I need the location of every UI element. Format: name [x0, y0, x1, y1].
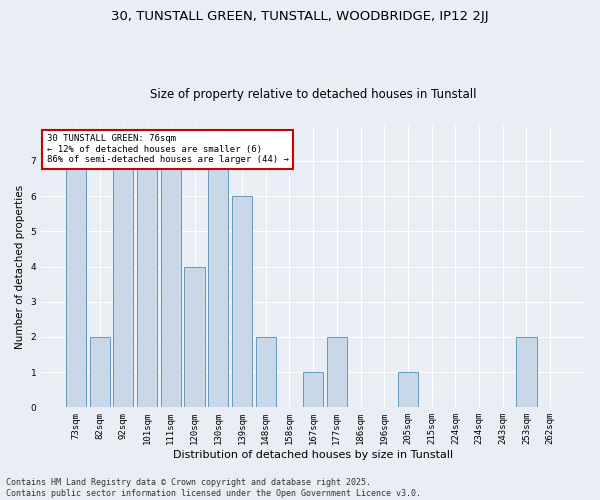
- Text: 30, TUNSTALL GREEN, TUNSTALL, WOODBRIDGE, IP12 2JJ: 30, TUNSTALL GREEN, TUNSTALL, WOODBRIDGE…: [111, 10, 489, 23]
- Bar: [113, 161, 133, 408]
- Bar: [256, 337, 276, 407]
- Text: Contains HM Land Registry data © Crown copyright and database right 2025.
Contai: Contains HM Land Registry data © Crown c…: [6, 478, 421, 498]
- Bar: [327, 337, 347, 407]
- Bar: [137, 161, 157, 408]
- Bar: [517, 337, 536, 407]
- Bar: [184, 266, 205, 408]
- Bar: [89, 337, 110, 407]
- Title: Size of property relative to detached houses in Tunstall: Size of property relative to detached ho…: [150, 88, 476, 101]
- Bar: [161, 161, 181, 408]
- Bar: [66, 161, 86, 408]
- Bar: [398, 372, 418, 408]
- Text: 30 TUNSTALL GREEN: 76sqm
← 12% of detached houses are smaller (6)
86% of semi-de: 30 TUNSTALL GREEN: 76sqm ← 12% of detach…: [47, 134, 289, 164]
- Bar: [208, 161, 229, 408]
- X-axis label: Distribution of detached houses by size in Tunstall: Distribution of detached houses by size …: [173, 450, 453, 460]
- Bar: [303, 372, 323, 408]
- Y-axis label: Number of detached properties: Number of detached properties: [15, 184, 25, 348]
- Bar: [232, 196, 252, 408]
